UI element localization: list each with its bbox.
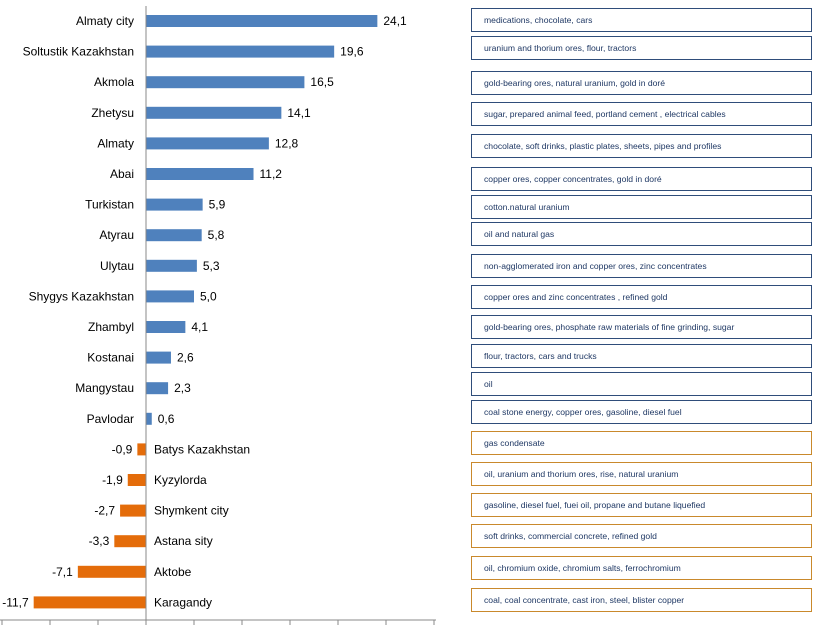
bar <box>146 106 282 119</box>
category-label: Turkistan <box>85 198 134 212</box>
data-label: -7,1 <box>52 565 73 579</box>
description-box: uranium and thorium ores, flour, tractor… <box>471 36 812 60</box>
description-box: oil, uranium and thorium ores, rise, nat… <box>471 462 812 486</box>
description-box: flour, tractors, cars and trucks <box>471 344 812 368</box>
data-label: 5,9 <box>209 198 226 212</box>
data-label: 11,2 <box>260 167 283 181</box>
category-label: Soltustik Kazakhstan <box>23 45 134 59</box>
bar <box>146 382 169 395</box>
description-box: medications, chocolate, cars <box>471 8 812 32</box>
data-label: 0,6 <box>158 412 175 426</box>
data-label: -11,7 <box>2 595 29 609</box>
data-label: 5,8 <box>208 228 225 242</box>
category-label: Pavlodar <box>87 412 134 426</box>
category-label: Atyrau <box>99 228 134 242</box>
bar <box>146 45 335 58</box>
category-label: Almaty <box>97 136 134 150</box>
bar <box>137 443 146 456</box>
data-label: 24,1 <box>383 14 407 28</box>
description-box: gasoline, diesel fuel, fuei oil, propane… <box>471 493 812 517</box>
description-box: copper ores and zinc concentrates , refi… <box>471 285 812 309</box>
description-box: chocolate, soft drinks, plastic plates, … <box>471 134 812 158</box>
description-box: copper ores, copper concentrates, gold i… <box>471 167 812 191</box>
description-box: non-agglomerated iron and copper ores, z… <box>471 254 812 278</box>
category-label: Ulytau <box>100 259 134 273</box>
description-box: cotton.natural uranium <box>471 195 812 219</box>
description-box: gold-bearing ores, phosphate raw materia… <box>471 315 812 339</box>
category-label: Batys Kazakhstan <box>154 442 250 456</box>
bar <box>146 137 269 150</box>
data-label: 5,0 <box>200 289 217 303</box>
bar <box>146 76 305 89</box>
bar <box>146 290 194 303</box>
description-box: oil, chromium oxide, chromium salts, fer… <box>471 556 812 580</box>
description-box: gold-bearing ores, natural uranium, gold… <box>471 71 812 95</box>
category-label: Almaty city <box>76 14 134 28</box>
category-label: Abai <box>110 167 134 181</box>
data-label: -2,7 <box>94 504 115 518</box>
bar <box>146 229 202 242</box>
category-label: Zhambyl <box>88 320 134 334</box>
data-label: 12,8 <box>275 136 299 150</box>
bar-chart: Almaty city 24,1 Soltustik Kazakhstan 19,6 A… <box>0 6 436 625</box>
category-label: Astana sity <box>154 534 213 548</box>
category-label: Kyzylorda <box>154 473 207 487</box>
data-label: 2,3 <box>174 381 191 395</box>
data-label: -1,9 <box>102 473 123 487</box>
category-label: Kostanai <box>87 351 134 365</box>
data-label: 5,3 <box>203 259 220 273</box>
bar <box>77 565 146 578</box>
data-label: -0,9 <box>112 442 133 456</box>
bar <box>146 351 171 364</box>
category-label: Zhetysu <box>91 106 134 120</box>
bar <box>114 535 146 548</box>
category-label: Karagandy <box>154 595 212 609</box>
description-box: gas condensate <box>471 431 812 455</box>
bar <box>146 168 254 180</box>
data-label: 19,6 <box>340 45 364 59</box>
bar <box>33 596 146 609</box>
bar <box>146 198 203 211</box>
category-label: Shymkent city <box>154 504 229 518</box>
bar <box>146 259 197 272</box>
category-label: Aktobe <box>154 565 192 579</box>
category-label: Mangystau <box>75 381 134 395</box>
description-box: oil <box>471 372 812 396</box>
data-label: 16,5 <box>310 75 334 89</box>
data-label: -3,3 <box>89 534 110 548</box>
bar <box>120 504 146 517</box>
data-label: 14,1 <box>287 106 311 120</box>
category-label: Akmola <box>94 75 134 89</box>
bar <box>146 321 186 333</box>
data-label: 2,6 <box>177 351 194 365</box>
description-box: sugar, prepared animal feed, portland ce… <box>471 102 812 126</box>
description-box: coal, coal concentrate, cast iron, steel… <box>471 588 812 612</box>
bar <box>127 474 146 486</box>
category-label: Shygys Kazakhstan <box>29 289 134 303</box>
bar <box>146 15 378 27</box>
bar <box>146 412 152 425</box>
description-box: coal stone energy, copper ores, gasoline… <box>471 400 812 424</box>
description-box: oil and natural gas <box>471 222 812 246</box>
data-label: 4,1 <box>191 320 208 334</box>
description-box: soft drinks, commercial concrete, refine… <box>471 524 812 548</box>
